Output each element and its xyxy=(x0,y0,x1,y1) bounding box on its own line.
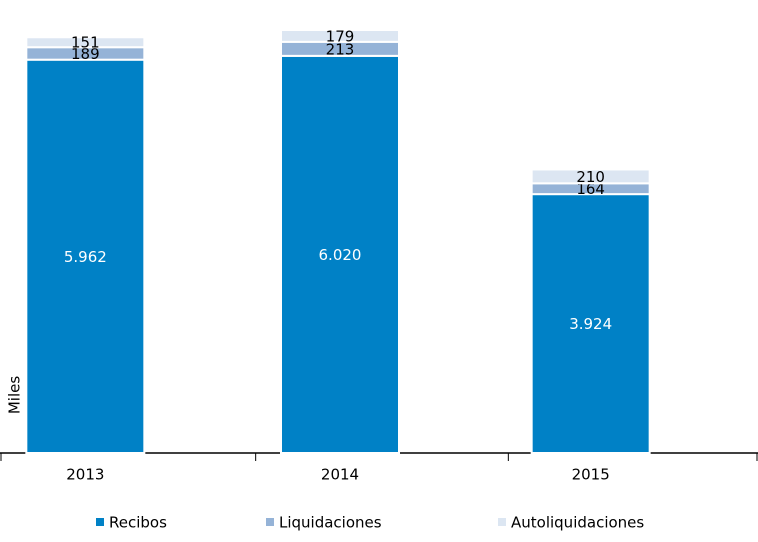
legend-label: Autoliquidaciones xyxy=(511,514,644,532)
bar-segment xyxy=(25,36,146,49)
data-label: 210 xyxy=(576,168,605,186)
x-tick-label: 2015 xyxy=(572,466,610,484)
data-label: 179 xyxy=(326,27,355,45)
legend-label: Recibos xyxy=(109,514,167,532)
data-label: 164 xyxy=(576,180,605,198)
bar-segment xyxy=(530,168,651,185)
legend-marker xyxy=(498,518,506,526)
legend-marker xyxy=(266,518,274,526)
data-label: 213 xyxy=(326,40,355,58)
data-label: 151 xyxy=(71,34,100,52)
bar-segment xyxy=(280,29,400,43)
bar-segment xyxy=(280,54,400,455)
y-axis-label: Miles xyxy=(6,376,24,415)
data-label: 6.020 xyxy=(319,246,362,264)
bar-segment xyxy=(530,193,651,454)
x-tick-label: 2013 xyxy=(66,466,104,484)
legend-label: Liquidaciones xyxy=(279,514,382,532)
data-label: 189 xyxy=(71,45,100,63)
data-label: 3.924 xyxy=(569,315,612,333)
legend-marker xyxy=(96,518,104,526)
x-tick-label: 2014 xyxy=(321,466,359,484)
data-label: 5.962 xyxy=(64,248,107,266)
bar-segment xyxy=(25,58,146,454)
